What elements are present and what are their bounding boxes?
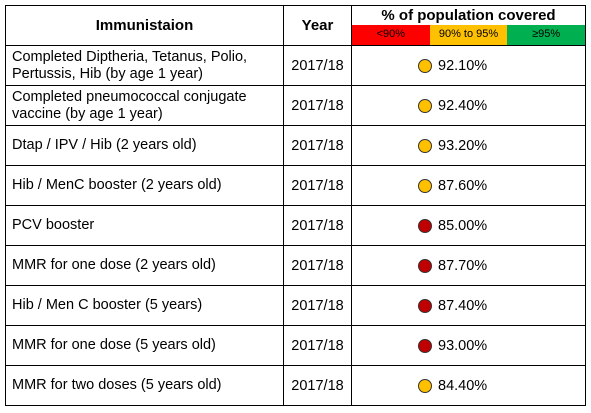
status-dot-icon xyxy=(418,338,432,353)
coverage-value: 92.40% xyxy=(438,97,488,114)
coverage-value: 85.00% xyxy=(438,217,488,234)
immunisation-name: MMR for one dose (5 years old) xyxy=(5,325,284,366)
table-row: PCV booster 2017/18 85.00% xyxy=(5,205,586,246)
coverage-cell: 85.00% xyxy=(351,205,586,246)
year-cell: 2017/18 xyxy=(283,125,352,166)
coverage-value: 87.40% xyxy=(438,297,488,314)
status-dot-icon xyxy=(418,138,432,153)
status-dot-icon xyxy=(418,258,432,273)
coverage-value: 93.20% xyxy=(438,137,488,154)
coverage-cell: 84.40% xyxy=(351,365,586,406)
coverage-cell: 92.40% xyxy=(351,85,586,126)
status-dot-icon xyxy=(418,378,432,393)
immunisation-name: MMR for one dose (2 years old) xyxy=(5,245,284,286)
immunisation-name: Completed Diptheria, Tetanus, Polio, Per… xyxy=(5,45,284,86)
immunisation-header: Immunistaion xyxy=(5,5,284,46)
status-dot-icon xyxy=(418,58,432,73)
coverage-cell: 92.10% xyxy=(351,45,586,86)
immunisation-table: Immunistaion Year % of population covere… xyxy=(5,4,586,406)
status-dot-icon xyxy=(418,218,432,233)
year-cell: 2017/18 xyxy=(283,245,352,286)
coverage-cell: 93.00% xyxy=(351,325,586,366)
status-dot-icon xyxy=(418,298,432,313)
coverage-cell: 93.20% xyxy=(351,125,586,166)
coverage-cell: 87.40% xyxy=(351,285,586,326)
legend: <90% 90% to 95% ≥95% xyxy=(351,24,586,46)
coverage-cell: 87.60% xyxy=(351,165,586,206)
immunisation-name: Hib / Men C booster (5 years) xyxy=(5,285,284,326)
table-row: Dtap / IPV / Hib (2 years old) 2017/18 93.… xyxy=(5,125,586,166)
year-cell: 2017/18 xyxy=(283,365,352,406)
legend-amber: 90% to 95% xyxy=(429,24,508,45)
coverage-cell: 87.70% xyxy=(351,245,586,286)
table-row: MMR for two doses (5 years old) 2017/18 84… xyxy=(5,365,586,406)
year-cell: 2017/18 xyxy=(283,285,352,326)
table-row: Completed Diptheria, Tetanus, Polio, Per… xyxy=(5,45,586,86)
status-dot-icon xyxy=(418,98,432,113)
table-row: Hib / MenC booster (2 years old) 2017/18 8… xyxy=(5,165,586,206)
immunisation-name: Dtap / IPV / Hib (2 years old) xyxy=(5,125,284,166)
legend-red: <90% xyxy=(352,24,430,45)
immunisation-name: PCV booster xyxy=(5,205,284,246)
year-cell: 2017/18 xyxy=(283,165,352,206)
year-cell: 2017/18 xyxy=(283,325,352,366)
table-row: Hib / Men C booster (5 years) 2017/18 87.4… xyxy=(5,285,586,326)
immunisation-name: Completed pneumococcal conjugate vaccine… xyxy=(5,85,284,126)
status-dot-icon xyxy=(418,178,432,193)
year-header: Year xyxy=(283,5,352,46)
year-cell: 2017/18 xyxy=(283,85,352,126)
immunisation-name: MMR for two doses (5 years old) xyxy=(5,365,284,406)
year-cell: 2017/18 xyxy=(283,45,352,86)
coverage-value: 93.00% xyxy=(438,337,488,354)
coverage-value: 92.10% xyxy=(438,57,488,74)
coverage-value: 84.40% xyxy=(438,377,488,394)
table-row: MMR for one dose (2 years old) 2017/18 87.… xyxy=(5,245,586,286)
coverage-header: % of population covered xyxy=(351,4,586,25)
table-row: MMR for one dose (5 years old) 2017/18 93.… xyxy=(5,325,586,366)
legend-green: ≥95% xyxy=(507,24,586,45)
coverage-value: 87.60% xyxy=(438,177,488,194)
coverage-value: 87.70% xyxy=(438,257,488,274)
table-row: Completed pneumococcal conjugate vaccine… xyxy=(5,85,586,126)
year-cell: 2017/18 xyxy=(283,205,352,246)
immunisation-name: Hib / MenC booster (2 years old) xyxy=(5,165,284,206)
